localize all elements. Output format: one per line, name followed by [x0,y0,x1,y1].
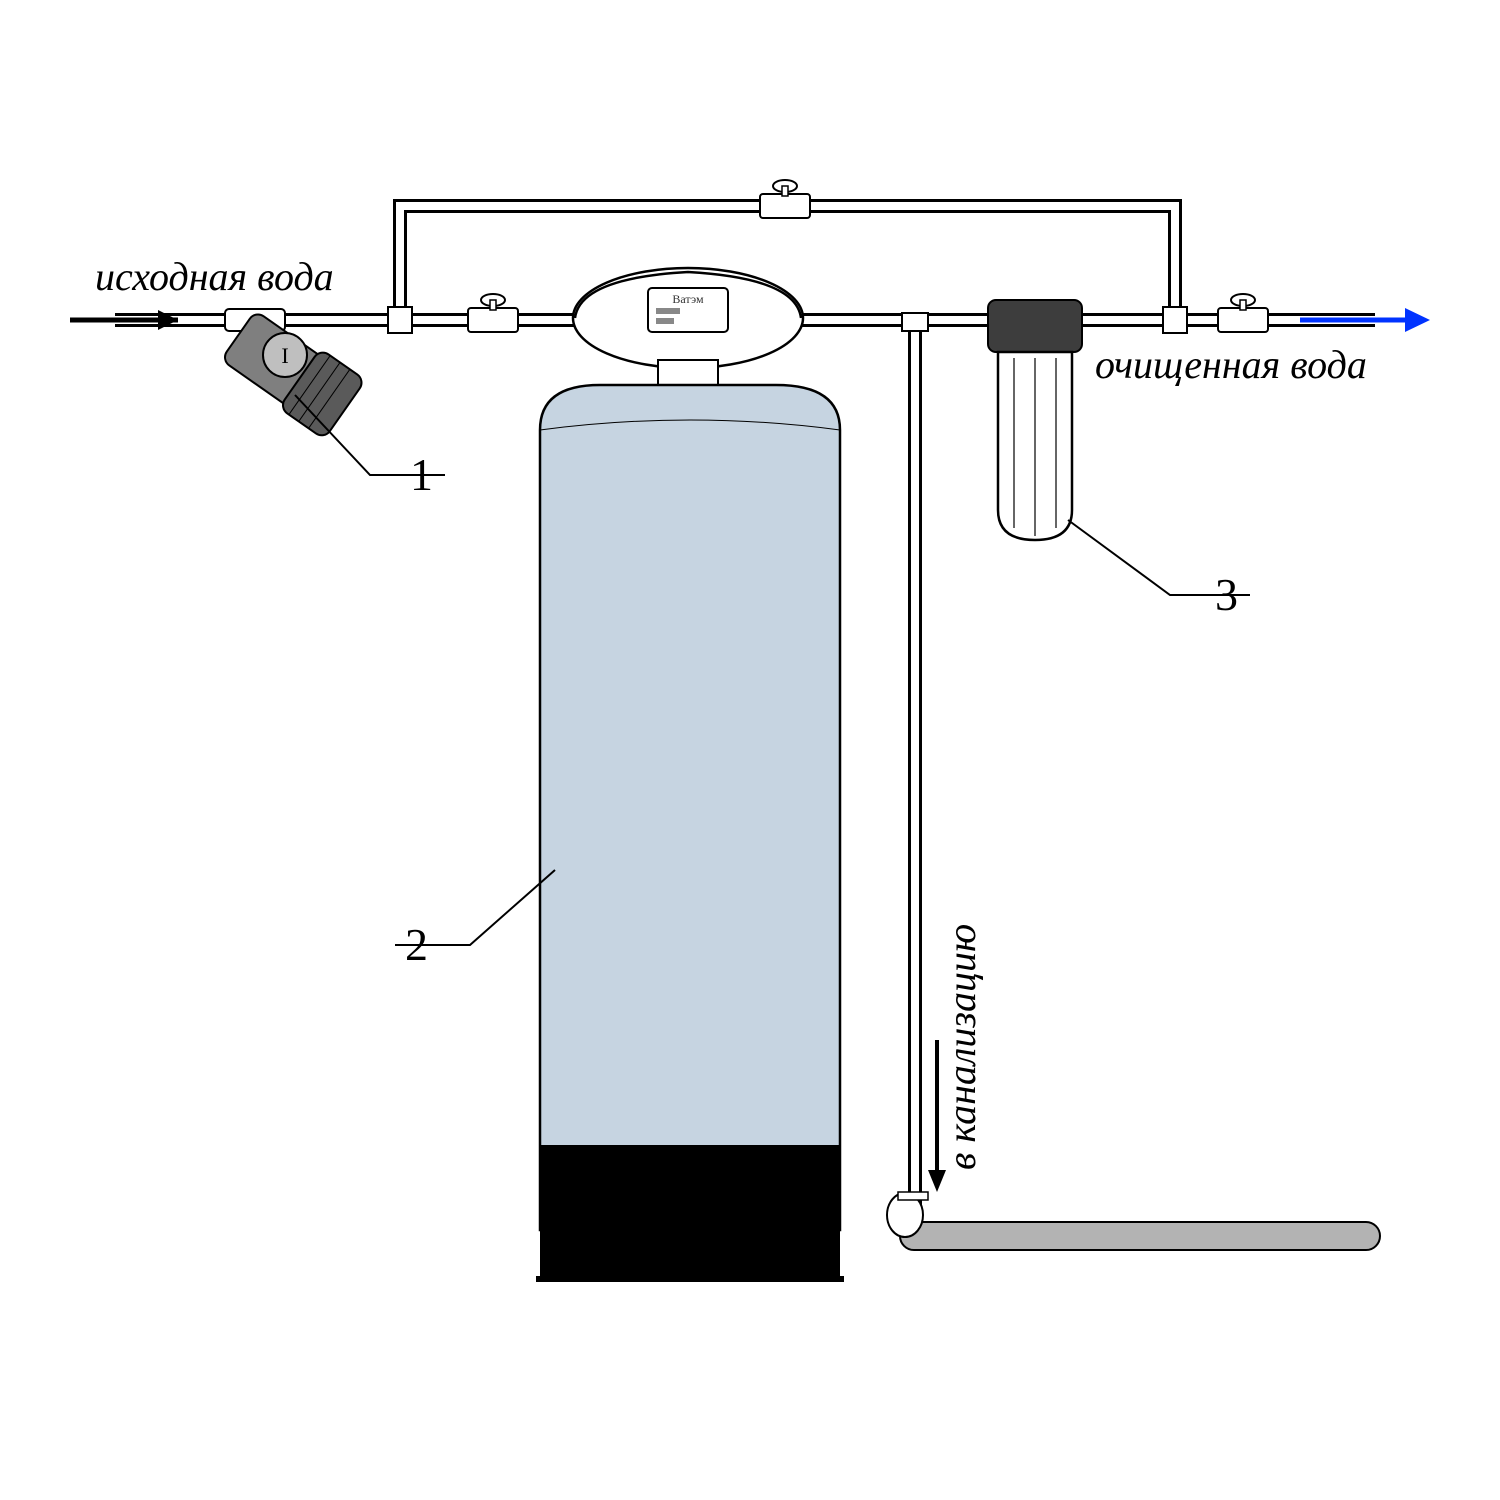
outlet-arrow [1300,308,1430,332]
filter-tank [536,385,844,1282]
drain-tray [887,1192,1380,1250]
inlet-label: исходная вода [95,254,334,299]
outlet-label: очищенная вода [1095,342,1367,387]
ball-valve-1 [468,294,518,332]
gauge-label: I [281,343,288,368]
drain-label: в канализацию [939,924,984,1170]
water-treatment-diagram: I Ватэм [0,0,1500,1500]
callout-3: 3 [1215,569,1238,620]
drain-pipe [902,313,928,1220]
brand-label: Ватэм [672,292,704,306]
ball-valve-bypass [760,180,810,218]
callout-1: 1 [410,449,433,500]
control-valve-head: Ватэм [573,268,803,390]
ball-valve-3 [1218,294,1268,332]
callout-2: 2 [405,919,428,970]
cartridge-filter [988,300,1082,540]
